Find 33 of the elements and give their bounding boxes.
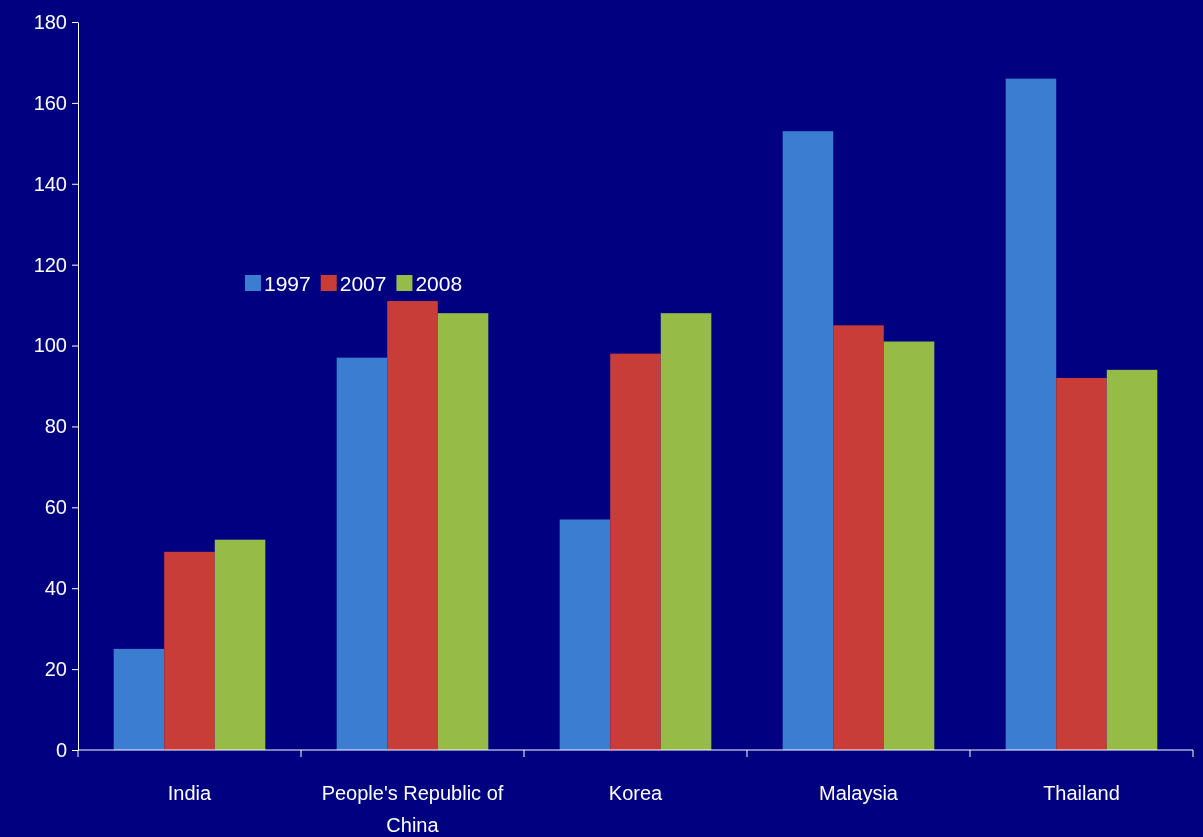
x-tick-label: Thailand: [1043, 782, 1120, 804]
y-tick-label: 60: [44, 496, 67, 519]
bar: [336, 357, 388, 750]
legend-label: 2007: [339, 272, 387, 295]
x-tick-label: People's Republic of China: [321, 782, 504, 836]
bar: [782, 131, 834, 750]
y-tick-label: 20: [44, 658, 67, 681]
bar: [883, 341, 935, 750]
bar: [610, 353, 661, 750]
y-tick-label: 80: [44, 415, 67, 438]
legend-label: 2008: [415, 272, 463, 295]
y-tick-label: 140: [33, 172, 67, 195]
bar: [387, 301, 438, 750]
bar: [833, 325, 884, 750]
bar: [164, 551, 215, 750]
bar: [1005, 78, 1057, 750]
bar: [113, 648, 165, 750]
bar: [1056, 377, 1107, 750]
bar: [1106, 369, 1158, 750]
bar: [559, 519, 611, 750]
y-tick-label: 120: [33, 253, 67, 276]
bar: [437, 313, 489, 750]
y-tick-label: 40: [44, 577, 67, 600]
x-tick-label: Malaysia: [819, 782, 899, 804]
y-tick-label: 0: [55, 738, 67, 761]
bar: [214, 539, 266, 750]
y-tick-label: 160: [33, 91, 67, 114]
legend-label: 1997: [264, 272, 311, 295]
x-tick-label: Korea: [608, 782, 664, 804]
bar: [660, 313, 712, 750]
y-tick-label: 100: [33, 334, 67, 357]
x-tick-label: India: [167, 782, 213, 804]
y-tick-label: 180: [33, 10, 67, 33]
